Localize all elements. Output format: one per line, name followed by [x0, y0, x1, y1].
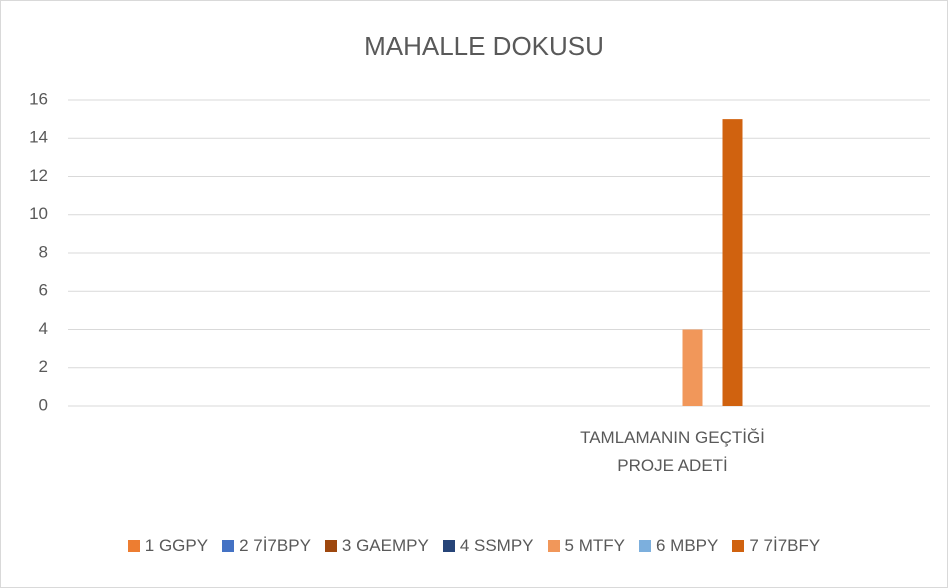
legend-label: 3 GAEMPY	[341, 536, 429, 555]
y-tick-label: 10	[29, 204, 48, 223]
y-tick-label: 6	[39, 281, 48, 300]
y-tick-label: 12	[29, 166, 48, 185]
y-tick-label: 0	[39, 395, 48, 414]
legend-label: 1 GGPY	[144, 536, 209, 555]
legend-item: 7 7İ7BFY	[732, 536, 820, 556]
y-tick-label: 4	[39, 319, 48, 338]
chart-title: MAHALLE DOKUSU	[364, 31, 604, 61]
legend-swatch	[442, 540, 455, 552]
y-tick-label: 14	[29, 128, 48, 147]
legend: 1 GGPY 2 7İ7BPY 3 GAEMPY 4 SSMPY 5 MTFY 6 MBP…	[0, 536, 948, 556]
legend-label: 5 MTFY	[564, 536, 625, 555]
bar	[722, 119, 743, 406]
y-tick-label: 16	[29, 89, 48, 108]
legend-label: 2 7İ7BPY	[239, 536, 311, 555]
legend-item: 4 SSMPY	[442, 536, 534, 556]
legend-label: 6 MBPY	[655, 536, 719, 555]
legend-swatch	[638, 540, 651, 552]
x-tick-label: TAMLAMANIN GEÇTİĞİ PROJE ADETİ	[580, 428, 765, 475]
legend-swatch	[732, 540, 745, 552]
legend-item: 1 GGPY	[127, 536, 209, 556]
legend-swatch	[547, 540, 560, 552]
legend-swatch	[222, 540, 235, 552]
legend-item: 2 7İ7BPY	[222, 536, 311, 556]
legend-swatch	[324, 540, 337, 552]
legend-label: 7 7İ7BFY	[749, 536, 821, 555]
y-tick-label: 8	[39, 242, 48, 261]
legend-item: 6 MBPY	[638, 536, 719, 556]
legend-item: 3 GAEMPY	[324, 536, 429, 556]
legend-item: 5 MTFY	[547, 536, 625, 556]
legend-label: 4 SSMPY	[459, 536, 534, 555]
y-tick-label: 2	[39, 357, 48, 376]
bar	[682, 329, 703, 406]
legend-swatch	[127, 540, 140, 552]
